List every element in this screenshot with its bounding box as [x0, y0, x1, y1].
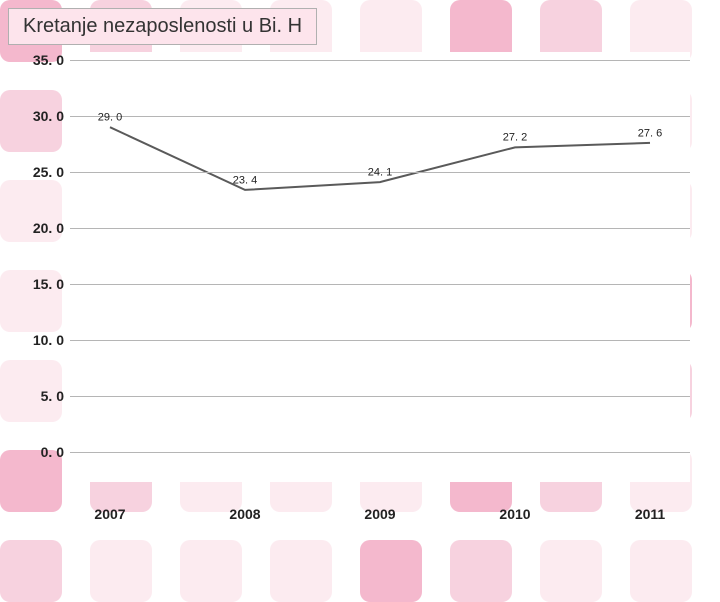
y-tick-label: 10. 0	[20, 332, 64, 348]
gridline	[70, 340, 690, 341]
y-tick-label: 15. 0	[20, 276, 64, 292]
data-label: 27. 6	[638, 127, 662, 139]
slide-title: Kretanje nezaposlenosti u Bi. H	[23, 15, 302, 37]
x-tick-label: 2009	[364, 506, 395, 522]
gridline	[70, 396, 690, 397]
gridline	[70, 284, 690, 285]
slide-header: Kretanje nezaposlenosti u Bi. H	[8, 8, 317, 45]
plot-area: 29. 0 23. 4 24. 1 27. 2 27. 6	[70, 52, 690, 482]
gridline	[70, 228, 690, 229]
y-tick-label: 20. 0	[20, 220, 64, 236]
gridline	[70, 116, 690, 117]
y-tick-label: 30. 0	[20, 108, 64, 124]
x-tick-label: 2008	[229, 506, 260, 522]
chart-container: Stopa nezaposlenosti u Bi. H (2007. - 20…	[20, 52, 700, 522]
gridline	[70, 452, 690, 453]
x-tick-label: 2007	[94, 506, 125, 522]
y-tick-label: 25. 0	[20, 164, 64, 180]
y-tick-label: 35. 0	[20, 52, 64, 68]
gridline	[70, 60, 690, 61]
data-label: 29. 0	[98, 112, 122, 124]
data-label: 24. 1	[368, 166, 392, 178]
y-tick-label: 0. 0	[20, 444, 64, 460]
data-label: 27. 2	[503, 132, 527, 144]
y-tick-label: 5. 0	[20, 388, 64, 404]
data-label: 23. 4	[233, 174, 257, 186]
x-tick-label: 2011	[635, 506, 665, 522]
x-tick-label: 2010	[499, 506, 530, 522]
